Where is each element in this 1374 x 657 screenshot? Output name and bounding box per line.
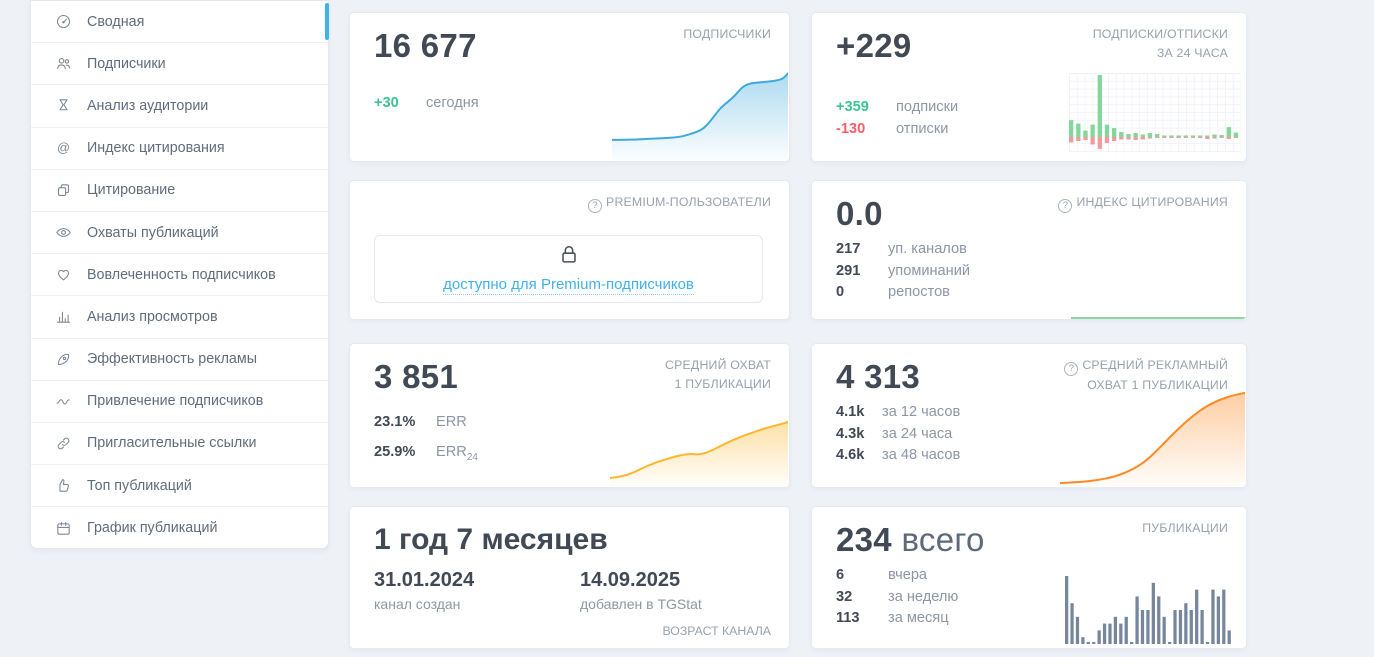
card-title: ? ИНДЕКС ЦИТИРОВАНИЯ — [1058, 193, 1228, 213]
citation-index-card: ? ИНДЕКС ЦИТИРОВАНИЯ 0.0 217 уп. каналов … — [811, 180, 1247, 320]
sidebar: Сводная Подписчики Анализ аудитории @ Ин… — [30, 0, 329, 549]
sidebar-item-invite-links[interactable]: Пригласительные ссылки — [31, 423, 328, 466]
sidebar-item-label: Эффективность рекламы — [87, 351, 257, 368]
delta-label: сегодня — [426, 95, 479, 111]
card-title: ? СРЕДНИЙ РЕКЛАМНЫЙ ОХВАТ 1 ПУБЛИКАЦИИ — [1064, 356, 1228, 395]
subscribers-delta-row: +30 сегодня — [374, 95, 479, 113]
citation-index-value: 0.0 — [836, 195, 883, 232]
copy-icon — [54, 181, 72, 199]
sidebar-item-label: Пригласительные ссылки — [87, 435, 257, 452]
posts-total: 234 всего — [836, 521, 985, 558]
gauge-icon — [54, 13, 72, 31]
publications-card: ПУБЛИКАЦИИ 234 всего 6 вчера 32 за недел… — [811, 506, 1247, 649]
bar-chart-icon — [54, 308, 72, 326]
sidebar-item-label: График публикаций — [87, 520, 218, 537]
help-icon[interactable]: ? — [1064, 362, 1079, 376]
sidebar-item-ad-effectiveness[interactable]: Эффективность рекламы — [31, 339, 328, 381]
calendar-icon — [54, 519, 72, 537]
sidebar-item-label: Анализ аудитории — [87, 97, 209, 114]
channel-age-card: 1 год 7 месяцев 31.01.2024 канал создан … — [349, 506, 790, 649]
reach-48h-row: 4.6k за 48 часов — [836, 447, 961, 463]
posts-yesterday-row: 6 вчера — [836, 567, 928, 583]
sidebar-item-subscribers[interactable]: Подписчики — [31, 43, 328, 86]
sidebar-item-label: Охваты публикаций — [87, 224, 219, 241]
err24-row: 25.9% ERR24 — [374, 444, 478, 464]
hourglass-icon — [54, 97, 72, 115]
card-title: ПОДПИСЧИКИ — [683, 27, 771, 41]
card-footer-label: ВОЗРАСТ КАНАЛА — [662, 624, 772, 638]
posts-bar-chart — [1065, 572, 1233, 644]
subs-unsubs-bar-chart — [1069, 73, 1241, 153]
channels-row: 217 уп. каналов — [836, 241, 967, 257]
subscribers-count: 16 677 — [374, 27, 477, 64]
delta-value: +30 — [374, 95, 399, 111]
mentions-row: 291 упоминаний — [836, 262, 971, 279]
card-title: ПУБЛИКАЦИИ — [1142, 521, 1228, 535]
sidebar-item-label: Вовлеченность подписчиков — [87, 266, 276, 283]
sidebar-item-views-analysis[interactable]: Анализ просмотров — [31, 296, 328, 339]
sidebar-item-engagement[interactable]: Вовлеченность подписчиков — [31, 254, 328, 297]
subscribers-card: ПОДПИСЧИКИ 16 677 +30 сегодня — [349, 12, 790, 162]
net-subs-24h: +229 — [836, 27, 912, 64]
sidebar-item-label: Сводная — [87, 13, 145, 30]
premium-locked-box: доступно для Premium-подписчиков — [374, 235, 763, 303]
avg-ad-reach-value: 4 313 — [836, 358, 921, 395]
rocket-icon — [54, 350, 72, 368]
reposts-row: 0 репостов — [836, 284, 950, 300]
card-title: ПОДПИСКИ/ОТПИСКИ ЗА 24 ЧАСА — [1092, 27, 1228, 61]
heart-icon — [54, 266, 72, 284]
sidebar-item-label: Индекс цитирования — [87, 140, 225, 157]
eye-icon — [54, 224, 72, 242]
sidebar-item-subscriber-acquisition[interactable]: Привлечение подписчиков — [31, 381, 328, 423]
trend-line-icon — [54, 392, 72, 410]
svg-text:@: @ — [57, 140, 70, 155]
card-title: СРЕДНИЙ ОХВАТ 1 ПУБЛИКАЦИИ — [665, 358, 771, 392]
channel-age-value: 1 год 7 месяцев — [374, 523, 608, 556]
citation-flat-sparkline — [1071, 317, 1245, 319]
sidebar-item-audience-analysis[interactable]: Анализ аудитории — [31, 85, 328, 128]
help-icon[interactable]: ? — [1058, 199, 1073, 213]
sidebar-item-top-posts[interactable]: Топ публикаций — [31, 465, 328, 508]
thumbs-up-icon — [54, 477, 72, 495]
at-sign-icon: @ — [54, 139, 72, 157]
posts-month-row: 113 за месяц — [836, 610, 949, 626]
posts-week-row: 32 за неделю — [836, 588, 959, 605]
channel-created-col: 31.01.2024 канал создан — [374, 569, 475, 612]
reach-12h-row: 4.1k за 12 часов — [836, 404, 961, 420]
sidebar-item-label: Цитирование — [87, 182, 176, 199]
link-icon — [54, 434, 72, 452]
help-icon[interactable]: ? — [588, 199, 603, 213]
premium-upgrade-link[interactable]: доступно для Premium-подписчиков — [443, 275, 694, 295]
sidebar-item-post-schedule[interactable]: График публикаций — [31, 507, 328, 549]
avg-ad-reach-card: ? СРЕДНИЙ РЕКЛАМНЫЙ ОХВАТ 1 ПУБЛИКАЦИИ 4 … — [811, 343, 1247, 488]
avg-reach-sparkline — [609, 406, 789, 486]
card-title: ? PREMIUM-ПОЛЬЗОВАТЕЛИ — [588, 193, 771, 213]
sidebar-item-post-reach[interactable]: Охваты публикаций — [31, 212, 328, 255]
sidebar-item-label: Топ публикаций — [87, 477, 192, 494]
subs-unsubs-24h-card: ПОДПИСКИ/ОТПИСКИ ЗА 24 ЧАСА +229 +359 по… — [811, 12, 1247, 162]
premium-users-card: ? PREMIUM-ПОЛЬЗОВАТЕЛИ доступно для Premi… — [349, 180, 790, 320]
ad-reach-sparkline — [1059, 388, 1246, 486]
sidebar-item-label: Анализ просмотров — [87, 308, 218, 325]
sidebar-item-label: Подписчики — [87, 55, 166, 72]
users-icon — [54, 55, 72, 73]
avg-reach-value: 3 851 — [374, 358, 459, 395]
reach-24h-row: 4.3k за 24 часа — [836, 425, 953, 442]
sidebar-item-citation[interactable]: Цитирование — [31, 170, 328, 212]
unsubs-row: -130 отписки — [836, 120, 949, 137]
subscribers-sparkline — [611, 65, 789, 160]
lock-icon — [558, 244, 580, 271]
added-to-tgstat-col: 14.09.2025 добавлен в TGStat — [580, 569, 702, 612]
subs-row: +359 подписки — [836, 99, 959, 115]
err-row: 23.1% ERR — [374, 414, 467, 430]
sidebar-item-citation-index[interactable]: @ Индекс цитирования — [31, 128, 328, 170]
sidebar-item-summary[interactable]: Сводная — [31, 1, 329, 44]
avg-post-reach-card: СРЕДНИЙ ОХВАТ 1 ПУБЛИКАЦИИ 3 851 23.1% E… — [349, 343, 790, 488]
sidebar-item-label: Привлечение подписчиков — [87, 393, 264, 410]
